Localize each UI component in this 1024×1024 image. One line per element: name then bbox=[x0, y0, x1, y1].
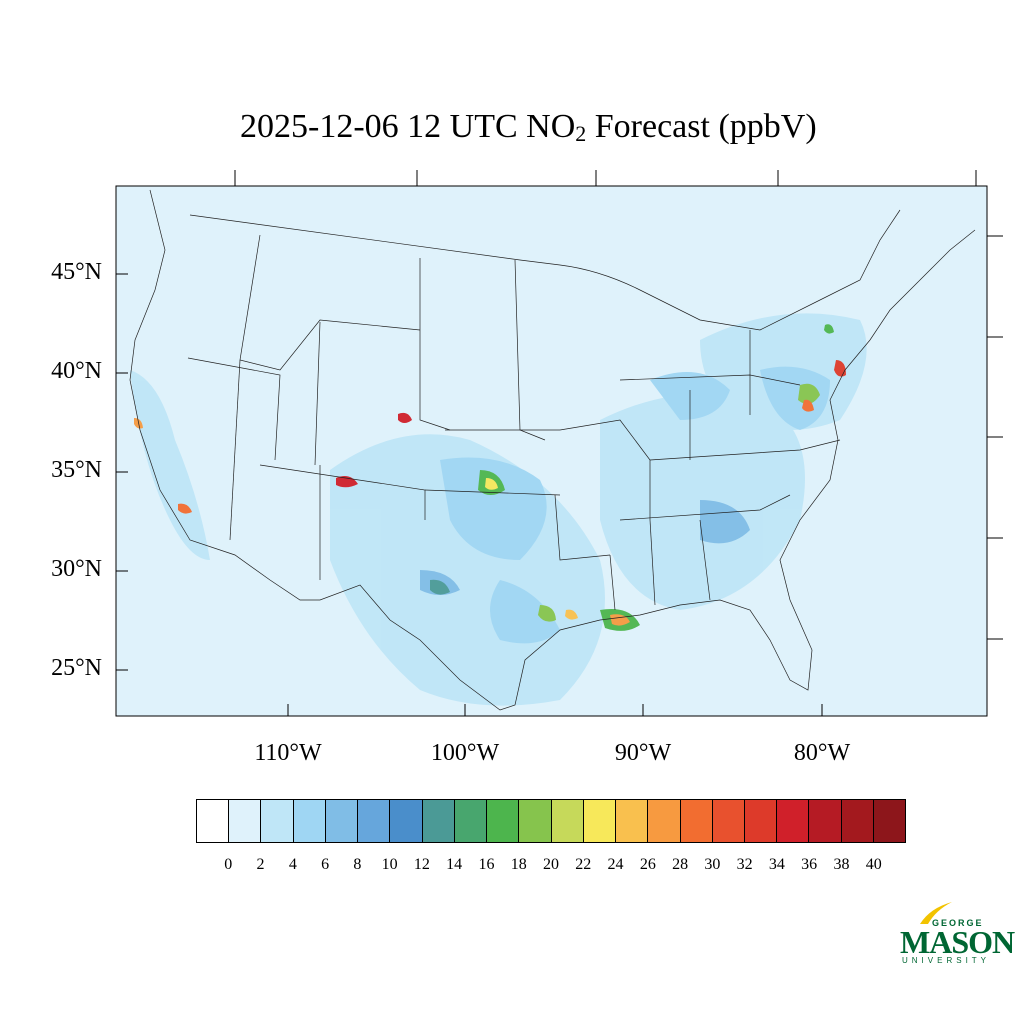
logo-mason: MASON bbox=[900, 924, 1015, 960]
colorbar-cell bbox=[422, 800, 455, 842]
colorbar-tick-label: 34 bbox=[768, 856, 785, 873]
lon-label-100w: 100°W bbox=[430, 740, 500, 766]
colorbar-cell bbox=[712, 800, 745, 842]
colorbar-tick-label: 30 bbox=[704, 856, 721, 873]
concentration-fields bbox=[130, 313, 867, 706]
title-suffix: Forecast (ppbV) bbox=[586, 108, 817, 145]
colorbar-cell bbox=[551, 800, 584, 842]
logo-george: GEORGE bbox=[932, 918, 984, 928]
lon-label-110w: 110°W bbox=[254, 740, 322, 766]
colorbar-tick-label: 2 bbox=[256, 856, 265, 873]
colorbar-cell bbox=[197, 800, 230, 842]
colorbar-tick-label: 0 bbox=[224, 856, 233, 873]
colorbar-cell bbox=[648, 800, 681, 842]
colorbar-tick-label: 10 bbox=[381, 856, 398, 873]
colorbar-tick-label: 4 bbox=[288, 856, 297, 873]
colorbar-tick-label: 6 bbox=[321, 856, 330, 873]
colorbar-cell bbox=[261, 800, 294, 842]
lon-label-80w: 80°W bbox=[793, 740, 851, 766]
colorbar-tick-label: 40 bbox=[865, 856, 882, 873]
colorbar-tick-label: 24 bbox=[607, 856, 624, 873]
colorbar-tick-label: 18 bbox=[510, 856, 527, 873]
colorbar-tick-label: 16 bbox=[478, 856, 495, 873]
colorbar bbox=[196, 799, 906, 843]
colorbar-cell bbox=[873, 800, 906, 842]
lon-label-90w: 90°W bbox=[614, 740, 672, 766]
colorbar-tick-label: 22 bbox=[575, 856, 592, 873]
lat-label-25: 25°N bbox=[51, 655, 102, 681]
colorbar-tick-label: 14 bbox=[446, 856, 463, 873]
colorbar-tick-label: 20 bbox=[543, 856, 559, 873]
colorbar-cell bbox=[487, 800, 520, 842]
colorbar-tick-label: 8 bbox=[353, 856, 362, 873]
colorbar-cell bbox=[809, 800, 842, 842]
colorbar-tick-label: 12 bbox=[413, 856, 430, 873]
title-prefix: 2025-12-06 12 UTC NO bbox=[240, 108, 576, 145]
colorbar-tick-label: 36 bbox=[801, 856, 818, 873]
colorbar-cell bbox=[325, 800, 359, 842]
colorbar-cell bbox=[454, 800, 488, 842]
colorbar-cell bbox=[229, 800, 262, 842]
lat-label-35: 35°N bbox=[51, 457, 102, 483]
colorbar-tick-label: 26 bbox=[639, 856, 656, 873]
colorbar-cell bbox=[616, 800, 649, 842]
colorbar-tick-label: 32 bbox=[736, 856, 753, 873]
state-borders bbox=[129, 189, 976, 711]
lat-label-40: 40°N bbox=[51, 358, 102, 384]
colorbar-cell bbox=[293, 800, 326, 842]
colorbar-cell bbox=[583, 800, 617, 842]
colorbar-cell bbox=[777, 800, 810, 842]
colorbar-cell bbox=[390, 800, 423, 842]
colorbar-tick-label: 28 bbox=[672, 856, 689, 873]
colorbar-cell bbox=[519, 800, 552, 842]
axis-ticks bbox=[116, 170, 1003, 716]
lat-label-45: 45°N bbox=[51, 259, 102, 285]
george-mason-logo: GEORGE MASON UNIVERSITY bbox=[896, 898, 1015, 970]
colorbar-cell bbox=[744, 800, 778, 842]
colorbar-cell bbox=[680, 800, 713, 842]
logo-swoosh-icon bbox=[920, 902, 952, 924]
logo-university: UNIVERSITY bbox=[902, 956, 991, 965]
title-subscript: 2 bbox=[575, 121, 587, 147]
chart-title: 2025-12-06 12 UTC NO2 Forecast (ppbV) bbox=[240, 108, 880, 158]
colorbar-tick-label: 38 bbox=[833, 856, 850, 873]
lat-label-30: 30°N bbox=[51, 556, 102, 582]
colorbar-cell bbox=[841, 800, 874, 842]
colorbar-cell bbox=[358, 800, 391, 842]
